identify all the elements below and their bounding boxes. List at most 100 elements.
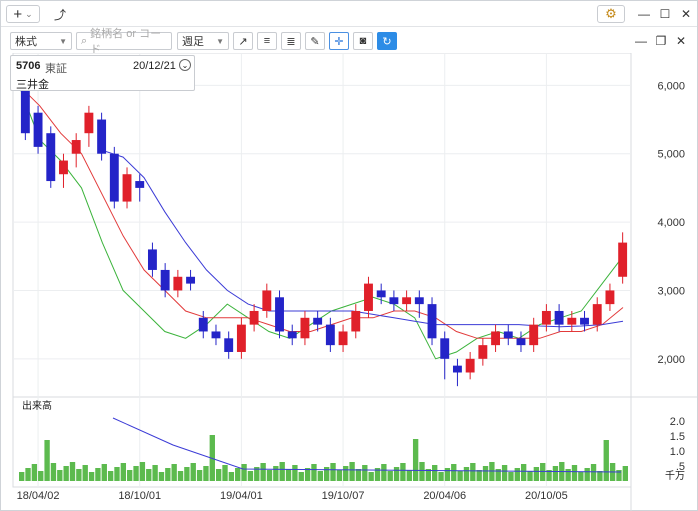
volume-bar — [88, 472, 95, 481]
volume-bar — [597, 471, 603, 481]
volume-bar — [76, 469, 82, 481]
volume-bar — [57, 470, 63, 481]
crosshair-icon[interactable]: ✛ — [329, 32, 349, 50]
candle-body — [236, 324, 246, 352]
volume-bar — [120, 463, 127, 481]
volume-bar — [196, 470, 203, 481]
volume-tick-label: 2.0 — [670, 416, 685, 428]
volume-bar — [330, 463, 336, 481]
trend-icon[interactable]: ⤴ — [53, 7, 66, 22]
volume-bar — [501, 465, 508, 481]
volume-bar — [432, 465, 438, 481]
chart-close-button[interactable]: ✕ — [675, 34, 687, 48]
volume-bar — [495, 469, 501, 481]
volume-bar — [527, 471, 533, 481]
security-exchange: 東証 — [45, 63, 67, 75]
pencil-icon[interactable]: ✎ — [305, 32, 325, 50]
candle-body — [402, 297, 412, 305]
candle-body — [516, 338, 526, 346]
volume-bar — [419, 462, 425, 481]
candle-body — [376, 290, 386, 298]
chevron-down-icon: ⌄ — [25, 8, 33, 19]
add-chart-button[interactable]: + ⌄ — [6, 5, 40, 23]
period-select[interactable]: 週足 ▼ — [177, 32, 229, 50]
candle-body — [224, 338, 234, 352]
horizontal-line-tool-icon[interactable]: ≡ — [257, 32, 277, 50]
chart-minimize-button[interactable]: — — [635, 34, 647, 48]
camera-icon[interactable]: ◙ — [353, 32, 373, 50]
volume-bar — [578, 472, 584, 481]
volume-bar — [387, 471, 393, 481]
volume-bar — [616, 470, 622, 481]
candle-body — [567, 317, 577, 325]
candle-body — [173, 276, 183, 291]
candle-body — [186, 276, 196, 284]
volume-bar — [107, 471, 114, 481]
volume-tick-label: 1.5 — [670, 431, 685, 443]
volume-bar — [444, 468, 451, 481]
time-tick-label: 20/10/05 — [525, 490, 568, 502]
volume-bar — [50, 463, 57, 481]
minimize-button[interactable]: — — [638, 7, 650, 21]
volume-moving-average-line — [112, 417, 622, 473]
volume-bar — [374, 468, 381, 481]
title-bar: + ⌄ ⤴ ⚙ — ☐ ✕ — [1, 1, 697, 27]
candle-body — [275, 297, 284, 332]
candle-body — [389, 297, 399, 305]
candle-body — [313, 317, 323, 325]
chevron-down-icon[interactable]: ⌄ — [179, 59, 191, 71]
security-name: 三井金 — [16, 79, 49, 91]
volume-bar — [101, 464, 107, 481]
close-button[interactable]: ✕ — [680, 7, 692, 21]
market-select[interactable]: 株式 ▼ — [10, 32, 72, 50]
search-input[interactable]: 銘柄名 or コード — [90, 28, 162, 56]
settings-button[interactable]: ⚙ — [597, 5, 625, 23]
volume-bar — [400, 463, 406, 481]
candle-body — [364, 283, 373, 311]
volume-bar — [584, 468, 590, 481]
symbol-search[interactable]: ⌕ 銘柄名 or コード — [76, 28, 172, 56]
price-tick-label: 3,000 — [657, 285, 685, 297]
refresh-icon[interactable]: ↻ — [377, 32, 397, 50]
candle-body — [351, 310, 361, 332]
volume-bar — [63, 466, 69, 481]
candle-body — [618, 242, 628, 277]
volume-bar — [114, 467, 120, 481]
volume-bar — [254, 467, 260, 481]
volume-bar — [247, 471, 254, 481]
volume-bar — [279, 462, 285, 481]
volume-bar — [343, 466, 349, 481]
volume-bar — [451, 464, 457, 481]
security-code: 5706 — [16, 60, 41, 72]
volume-bar — [228, 472, 235, 481]
candle-body — [71, 140, 81, 154]
volume-bar — [381, 464, 387, 481]
maximize-button[interactable]: ☐ — [659, 7, 671, 21]
plot-frame — [12, 53, 632, 488]
time-tick-label: 19/10/07 — [322, 490, 365, 502]
candle-body — [135, 181, 145, 188]
volume-bar — [565, 469, 571, 481]
volume-bar — [571, 465, 578, 481]
chevron-down-icon: ▼ — [59, 36, 67, 46]
chart-restore-button[interactable]: ❐ — [655, 34, 667, 48]
candle-body — [541, 310, 551, 325]
time-tick-label: 19/04/01 — [220, 490, 263, 502]
volume-bar — [476, 470, 482, 481]
candle-body — [300, 317, 310, 339]
volume-bar — [311, 464, 317, 481]
volume-bar — [622, 466, 628, 481]
price-tick-label: 5,000 — [657, 149, 685, 161]
price-chart[interactable]: 6,000 5,000 4,000 3,000 2,000 2.0 1.5 1.0 .5 18/0… — [1, 53, 697, 511]
fibonacci-tool-icon[interactable]: ≣ — [281, 32, 301, 50]
market-select-value: 株式 — [15, 36, 37, 48]
security-info-box: 5706 東証 20/12/21 ⌄ 三井金 — [10, 55, 195, 91]
moving-average-line — [18, 84, 624, 339]
security-date: 20/12/21 — [133, 60, 176, 72]
trendline-tool-icon[interactable]: ↗ — [233, 32, 253, 50]
candle-body — [554, 310, 564, 325]
time-tick-label: 18/04/02 — [17, 490, 60, 502]
volume-bar — [514, 468, 520, 481]
volume-bar — [438, 472, 444, 481]
price-tick-label: 4,000 — [657, 217, 685, 229]
